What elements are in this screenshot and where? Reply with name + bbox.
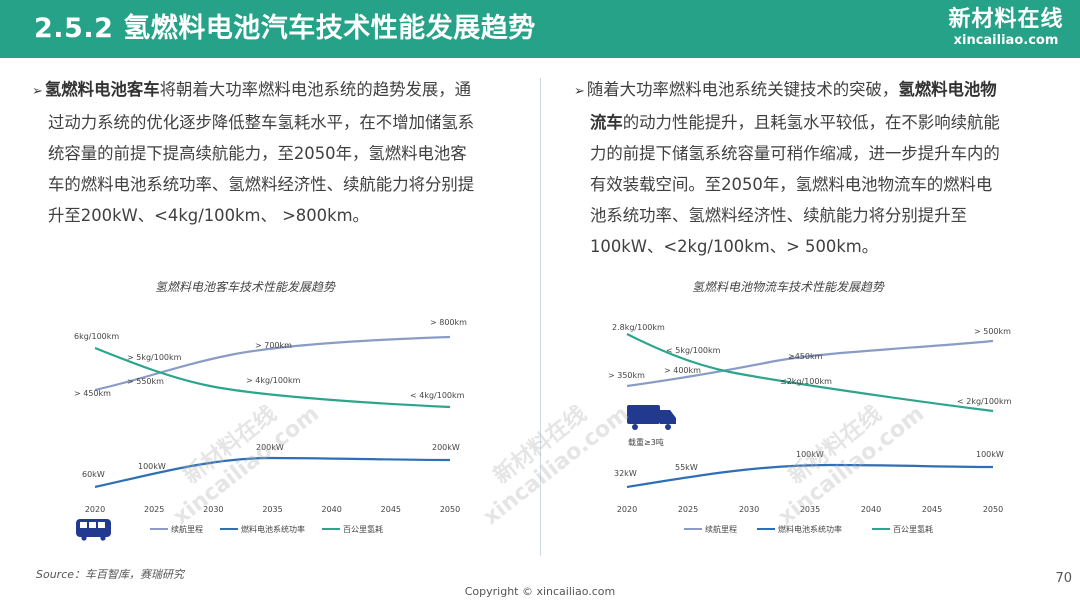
x-tick-label: 2025 xyxy=(678,505,698,514)
left-line-5: 升至200kW、<4kg/100km、 >800km。 xyxy=(48,206,369,225)
left-bold-lead: 氢燃料电池客车 xyxy=(44,80,160,99)
copyright-text: Copyright © xincailiao.com xyxy=(464,585,616,598)
range-series-line xyxy=(94,335,451,392)
left-paragraph: ➢ 氢燃料电池客车将朝着大功率燃料电池系统的趋势发展，通 过动力系统的优化逐步降低… xyxy=(32,74,532,231)
truck-trend-chart: 2.8kg/100km < 5kg/100km ≤2kg/100km < 2kg… xyxy=(608,323,1012,534)
column-divider xyxy=(540,78,541,556)
truck-icon xyxy=(627,405,676,430)
page-number: 70 xyxy=(1055,571,1072,586)
legend-h2: 百公里氢耗 xyxy=(343,524,383,534)
power-label: 200kW xyxy=(432,443,460,452)
right-bold-2: 流车 xyxy=(590,113,623,132)
left-line-3: 统容量的前提下提高续航能力，至2050年，氢燃料电池客 xyxy=(48,144,467,163)
h2-label: 2.8kg/100km xyxy=(612,323,665,332)
left-line-1: ➢ 氢燃料电池客车将朝着大功率燃料电池系统的趋势发展，通 xyxy=(32,74,532,107)
x-tick-label: 2030 xyxy=(739,505,759,514)
h2-consumption-series-line xyxy=(626,333,994,413)
legend-power: 燃料电池系统功率 xyxy=(241,524,305,534)
x-tick-label: 2035 xyxy=(800,505,820,514)
x-tick-label: 2030 xyxy=(203,505,223,514)
x-tick-label: 2045 xyxy=(922,505,942,514)
x-tick-label: 2035 xyxy=(262,505,282,514)
power-label: 55kW xyxy=(675,463,698,472)
right-paragraph: ➢ 随着大功率燃料电池系统关键技术的突破，氢燃料电池物 流车的动力性能提升，且耗氢… xyxy=(574,74,1052,262)
power-label: 100kW xyxy=(976,450,1004,459)
legend-h2: 百公里氢耗 xyxy=(893,524,933,534)
x-tick-label: 2050 xyxy=(440,505,460,514)
x-axis-ticks: 2020 2025 2030 2035 2040 2045 2050 xyxy=(85,505,460,514)
range-label: > 500km xyxy=(974,327,1011,336)
x-tick-label: 2025 xyxy=(144,505,164,514)
range-label: ≥450km xyxy=(788,352,823,361)
h2-label: < 5kg/100km xyxy=(666,346,721,355)
brand-logo: 新材料在线 xincailiao.com xyxy=(946,6,1066,48)
x-tick-label: 2040 xyxy=(321,505,341,514)
range-label: > 450km xyxy=(74,389,111,398)
power-label: 32kW xyxy=(614,469,637,478)
right-line2-rest: 的动力性能提升，且耗氢水平较低，在不影响续航能 xyxy=(622,113,1000,132)
h2-label: < 2kg/100km xyxy=(957,397,1012,406)
range-label: > 4kg/100km xyxy=(246,376,301,385)
range-label: > 400km xyxy=(664,366,701,375)
h2-label: ≤2kg/100km xyxy=(780,377,832,386)
left-line-4: 车的燃料电池系统功率、氢燃料经济性、续航能力将分别提 xyxy=(48,175,475,194)
right-chart-title: 氢燃料电池物流车技术性能发展趋势 xyxy=(692,280,885,294)
left-chart-title: 氢燃料电池客车技术性能发展趋势 xyxy=(155,280,336,294)
bus-icon xyxy=(76,519,111,541)
logo-cn-text: 新材料在线 xyxy=(948,7,1064,32)
right-lead: 随着大功率燃料电池系统关键技术的突破， xyxy=(586,80,899,99)
legend-range: 续航里程 xyxy=(171,524,203,534)
legend-power: 燃料电池系统功率 xyxy=(778,524,842,534)
logo-en-text: xincailiao.com xyxy=(953,33,1059,48)
power-series-line xyxy=(626,463,994,489)
chart-legend: 续航里程 燃料电池系统功率 百公里氢耗 xyxy=(150,524,383,534)
legend-range: 续航里程 xyxy=(705,524,737,534)
header-bar: 2.5.2 氢燃料电池汽车技术性能发展趋势 新材料在线 xincailiao.c… xyxy=(0,0,1080,58)
right-line-6: 100kW、<2kg/100km、> 500km。 xyxy=(590,237,879,256)
x-tick-label: 2020 xyxy=(85,505,105,514)
power-label: 100kW xyxy=(796,450,824,459)
range-label: > 700km xyxy=(255,341,292,350)
range-label: > 5kg/100km xyxy=(127,353,182,362)
right-bold-1: 氢燃料电池物 xyxy=(898,80,997,99)
x-axis-ticks: 2020 2025 2030 2035 2040 2045 2050 xyxy=(617,505,1003,514)
page-title: 2.5.2 氢燃料电池汽车技术性能发展趋势 xyxy=(34,13,536,44)
range-label: 6kg/100km xyxy=(74,332,119,341)
power-label: 60kW xyxy=(82,470,105,479)
range-label: > 550km xyxy=(127,377,164,386)
source-note: Source：车百智库，赛瑞研究 xyxy=(36,568,185,581)
bus-trend-chart: 6kg/100km > 5kg/100km > 4kg/100km < 4kg/… xyxy=(74,318,467,541)
power-label: 100kW xyxy=(138,462,166,471)
range-series-line xyxy=(626,339,994,388)
left-line-2: 过动力系统的优化逐步降低整车氢耗水平，在不增加储氢系 xyxy=(48,113,475,132)
bullet-arrow-icon: ➢ xyxy=(32,84,43,99)
left-line1-rest: 将朝着大功率燃料电池系统的趋势发展，通 xyxy=(159,80,472,99)
right-line-2: 流车的动力性能提升，且耗氢水平较低，在不影响续航能 xyxy=(574,107,1052,138)
right-line-5: 池系统功率、氢燃料经济性、续航能力将分别提升至 xyxy=(590,206,967,225)
range-label: > 800km xyxy=(430,318,467,327)
chart-legend: 续航里程 燃料电池系统功率 百公里氢耗 xyxy=(684,524,933,534)
power-series-line xyxy=(94,456,451,489)
right-line-1: ➢ 随着大功率燃料电池系统关键技术的突破，氢燃料电池物 xyxy=(574,74,1052,107)
x-tick-label: 2040 xyxy=(861,505,881,514)
right-line-4: 有效装载空间。至2050年，氢燃料电池物流车的燃料电 xyxy=(590,175,993,194)
truck-caption: 载重≥3吨 xyxy=(628,437,664,447)
x-tick-label: 2050 xyxy=(983,505,1003,514)
h2-consumption-series-line xyxy=(94,346,451,409)
bullet-arrow-icon: ➢ xyxy=(574,84,585,99)
range-label: < 4kg/100km xyxy=(410,391,465,400)
range-label: > 350km xyxy=(608,371,645,380)
right-line-3: 力的前提下储氢系统容量可稍作缩减，进一步提升车内的 xyxy=(590,144,1000,163)
x-tick-label: 2020 xyxy=(617,505,637,514)
x-tick-label: 2045 xyxy=(381,505,401,514)
power-label: 200kW xyxy=(256,443,284,452)
